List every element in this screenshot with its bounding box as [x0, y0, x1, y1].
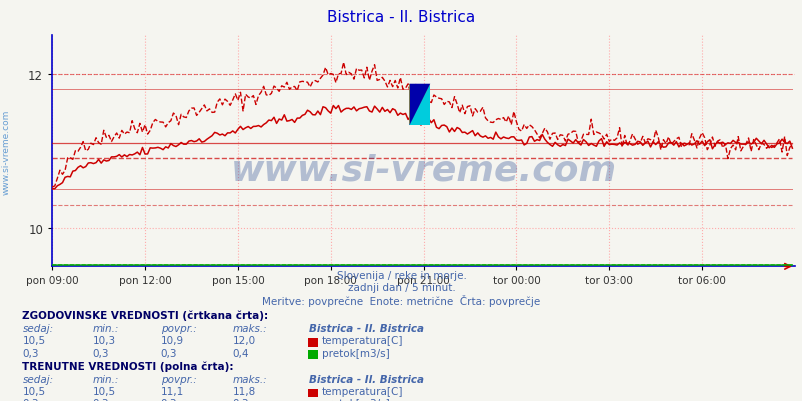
Text: pretok[m3/s]: pretok[m3/s] — [322, 398, 389, 401]
Polygon shape — [409, 85, 430, 126]
Text: Bistrica - Il. Bistrica: Bistrica - Il. Bistrica — [309, 374, 423, 384]
Text: 0,4: 0,4 — [233, 348, 249, 358]
Text: ZGODOVINSKE VREDNOSTI (črtkana črta):: ZGODOVINSKE VREDNOSTI (črtkana črta): — [22, 310, 269, 320]
Text: 0,3: 0,3 — [92, 398, 109, 401]
Text: Meritve: povprečne  Enote: metrične  Črta: povprečje: Meritve: povprečne Enote: metrične Črta:… — [262, 295, 540, 307]
Text: maks.:: maks.: — [233, 374, 267, 384]
Text: sedaj:: sedaj: — [22, 374, 54, 384]
Text: 11,8: 11,8 — [233, 386, 256, 396]
Text: povpr.:: povpr.: — [160, 374, 196, 384]
Text: min.:: min.: — [92, 323, 119, 333]
Text: 0,3: 0,3 — [22, 398, 39, 401]
Text: 0,3: 0,3 — [233, 398, 249, 401]
Text: Bistrica - Il. Bistrica: Bistrica - Il. Bistrica — [309, 323, 423, 333]
Text: temperatura[C]: temperatura[C] — [322, 386, 403, 396]
Text: 10,5: 10,5 — [92, 386, 115, 396]
Text: 12,0: 12,0 — [233, 336, 256, 346]
Text: min.:: min.: — [92, 374, 119, 384]
FancyBboxPatch shape — [409, 85, 430, 126]
Text: temperatura[C]: temperatura[C] — [322, 336, 403, 346]
Polygon shape — [409, 85, 430, 126]
Text: Slovenija / reke in morje.: Slovenija / reke in morje. — [336, 271, 466, 281]
Text: 10,3: 10,3 — [92, 336, 115, 346]
Text: 0,3: 0,3 — [92, 348, 109, 358]
Text: Bistrica - Il. Bistrica: Bistrica - Il. Bistrica — [327, 10, 475, 25]
Text: TRENUTNE VREDNOSTI (polna črta):: TRENUTNE VREDNOSTI (polna črta): — [22, 361, 233, 371]
Text: 11,1: 11,1 — [160, 386, 184, 396]
Text: sedaj:: sedaj: — [22, 323, 54, 333]
Text: 10,5: 10,5 — [22, 386, 46, 396]
Text: pretok[m3/s]: pretok[m3/s] — [322, 348, 389, 358]
Text: www.si-vreme.com: www.si-vreme.com — [230, 153, 616, 187]
Text: povpr.:: povpr.: — [160, 323, 196, 333]
Text: 10,9: 10,9 — [160, 336, 184, 346]
Text: maks.:: maks.: — [233, 323, 267, 333]
Text: zadnji dan / 5 minut.: zadnji dan / 5 minut. — [347, 283, 455, 293]
Text: 0,3: 0,3 — [160, 348, 177, 358]
Text: 0,3: 0,3 — [160, 398, 177, 401]
Text: www.si-vreme.com: www.si-vreme.com — [2, 110, 11, 195]
Text: 10,5: 10,5 — [22, 336, 46, 346]
Text: 0,3: 0,3 — [22, 348, 39, 358]
